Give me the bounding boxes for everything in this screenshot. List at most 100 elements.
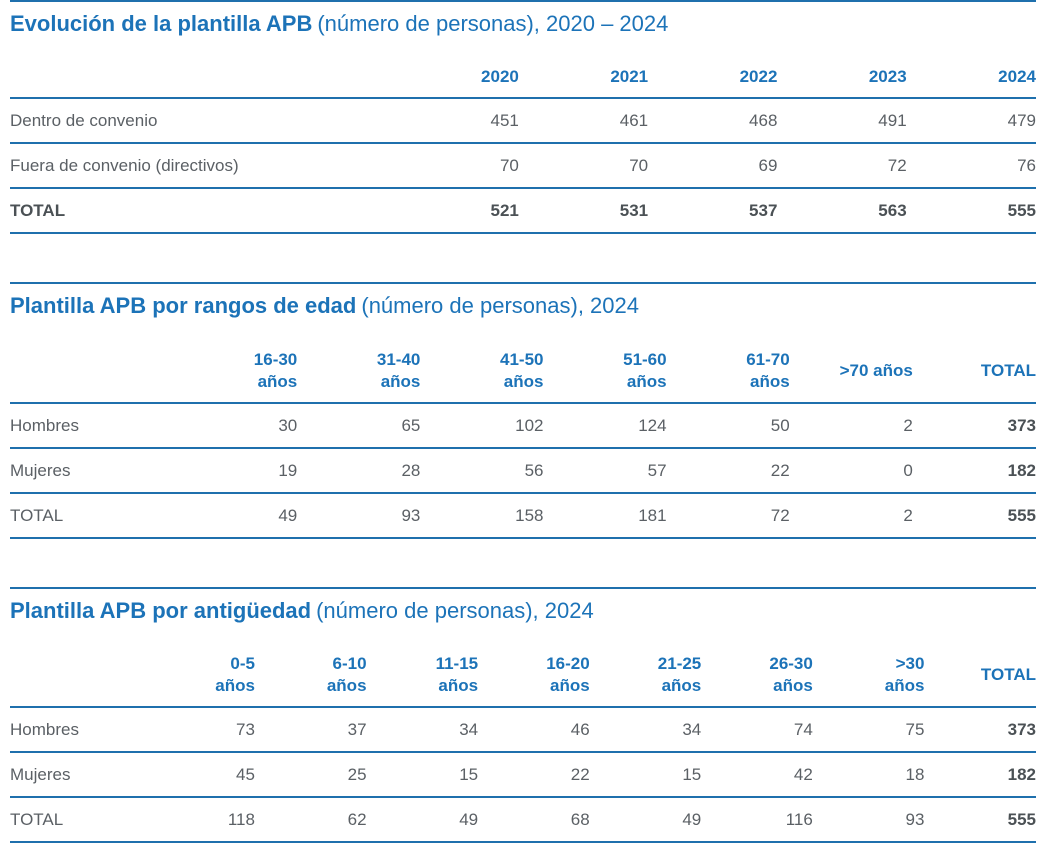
row-label: Fuera de convenio (directivos) xyxy=(10,143,390,190)
value-cell: 93 xyxy=(297,492,421,539)
value-cell: 70 xyxy=(518,143,649,190)
value-cell: 30 xyxy=(174,402,298,449)
row-label: TOTAL xyxy=(10,188,390,235)
table-header-row: 2020 2021 2022 2023 2024 xyxy=(10,66,1036,100)
value-cell: 34 xyxy=(589,707,702,754)
value-cell: 555 xyxy=(912,492,1036,539)
section-title-bold: Plantilla APB por antigüedad xyxy=(10,597,312,623)
column-header: 2024 xyxy=(906,66,1036,100)
column-header: 2023 xyxy=(777,66,907,100)
value-cell: 555 xyxy=(906,188,1036,235)
value-cell: 2 xyxy=(789,402,913,449)
table-header-row: 16-30 años 31-40 años 41-50 años 51-60 años… xyxy=(10,348,1036,404)
data-table: 2020 2021 2022 2023 2024 Dentro de convenio 45… xyxy=(10,66,1036,235)
row-label: TOTAL xyxy=(10,492,175,539)
value-cell: 75 xyxy=(812,707,925,754)
value-cell: 25 xyxy=(254,752,367,799)
table-row: Hombres 30 65 102 124 50 2 373 xyxy=(10,402,1036,449)
value-cell: 70 xyxy=(389,143,519,190)
value-cell: 468 xyxy=(648,98,778,145)
section-divider-rule xyxy=(10,586,1036,589)
data-table: 0-5 años 6-10 años 11-15 años 16-20 años 21-… xyxy=(10,653,1036,844)
value-cell: 531 xyxy=(518,188,649,235)
section-divider-rule xyxy=(10,282,1036,285)
value-cell: 521 xyxy=(389,188,519,235)
value-cell: 118 xyxy=(143,797,255,844)
value-cell: 72 xyxy=(777,143,907,190)
value-cell: 28 xyxy=(297,447,421,494)
value-cell: 555 xyxy=(924,797,1036,844)
value-cell: 0 xyxy=(789,447,913,494)
column-header: 31-40 años xyxy=(297,348,421,404)
section-plantilla-antiguedad: Plantilla APB por antigüedad (número de p… xyxy=(10,586,1036,844)
section-plantilla-rangos-edad: Plantilla APB por rangos de edad (número … xyxy=(10,282,1036,539)
header-label-spacer xyxy=(10,653,144,709)
section-evolucion-plantilla: Evolución de la plantilla APB (número de … xyxy=(10,0,1036,235)
value-cell: 65 xyxy=(297,402,421,449)
value-cell: 451 xyxy=(389,98,519,145)
value-cell: 15 xyxy=(589,752,702,799)
value-cell: 491 xyxy=(777,98,907,145)
table-row: Hombres 73 37 34 46 34 74 75 373 xyxy=(10,707,1036,754)
column-header: >30 años xyxy=(812,653,925,709)
column-header: 51-60 años xyxy=(543,348,667,404)
value-cell: 45 xyxy=(143,752,255,799)
value-cell: 49 xyxy=(366,797,479,844)
value-cell: 49 xyxy=(174,492,298,539)
value-cell: 68 xyxy=(478,797,590,844)
table-row: TOTAL 118 62 49 68 49 116 93 555 xyxy=(10,797,1036,844)
column-header: 2020 xyxy=(389,66,519,100)
section-title: Plantilla APB por antigüedad (número de p… xyxy=(10,598,1036,623)
value-cell: 2 xyxy=(789,492,913,539)
column-header: TOTAL xyxy=(912,348,1036,404)
value-cell: 50 xyxy=(666,402,790,449)
row-label: Dentro de convenio xyxy=(10,98,390,145)
column-header: 16-30 años xyxy=(174,348,298,404)
table-row: Mujeres 19 28 56 57 22 0 182 xyxy=(10,447,1036,494)
header-label-spacer xyxy=(10,348,175,404)
value-cell: 62 xyxy=(254,797,367,844)
value-cell: 76 xyxy=(906,143,1036,190)
value-cell: 373 xyxy=(924,707,1036,754)
value-cell: 124 xyxy=(543,402,667,449)
value-cell: 102 xyxy=(420,402,544,449)
table-row: Mujeres 45 25 15 22 15 42 18 182 xyxy=(10,752,1036,799)
value-cell: 49 xyxy=(589,797,702,844)
value-cell: 73 xyxy=(143,707,255,754)
section-title-subtitle: (número de personas), 2020 – 2024 xyxy=(317,11,669,36)
header-label-spacer xyxy=(10,66,390,100)
value-cell: 37 xyxy=(254,707,367,754)
value-cell: 42 xyxy=(701,752,813,799)
value-cell: 22 xyxy=(666,447,790,494)
column-header: 2022 xyxy=(648,66,778,100)
table-row: TOTAL 49 93 158 181 72 2 555 xyxy=(10,492,1036,539)
section-divider-rule xyxy=(10,0,1036,2)
value-cell: 22 xyxy=(478,752,590,799)
value-cell: 461 xyxy=(518,98,649,145)
table-row: Dentro de convenio 451 461 468 491 479 xyxy=(10,98,1036,145)
value-cell: 563 xyxy=(777,188,907,235)
value-cell: 93 xyxy=(812,797,925,844)
column-header: 11-15 años xyxy=(366,653,479,709)
data-table: 16-30 años 31-40 años 41-50 años 51-60 años… xyxy=(10,348,1036,539)
value-cell: 479 xyxy=(906,98,1036,145)
value-cell: 15 xyxy=(366,752,479,799)
section-title-subtitle: (número de personas), 2024 xyxy=(316,597,594,623)
row-label: Mujeres xyxy=(10,752,144,799)
value-cell: 72 xyxy=(666,492,790,539)
row-label: Mujeres xyxy=(10,447,175,494)
column-header: 16-20 años xyxy=(478,653,590,709)
value-cell: 373 xyxy=(912,402,1036,449)
value-cell: 537 xyxy=(648,188,778,235)
sections-container: Evolución de la plantilla APB (número de … xyxy=(10,0,1036,844)
value-cell: 74 xyxy=(701,707,813,754)
section-title-bold: Plantilla APB por rangos de edad xyxy=(10,293,357,319)
row-label: TOTAL xyxy=(10,797,144,844)
value-cell: 19 xyxy=(174,447,298,494)
value-cell: 56 xyxy=(420,447,544,494)
table-row: Fuera de convenio (directivos) 70 70 69 72 76 xyxy=(10,143,1036,190)
section-title-subtitle: (número de personas), 2024 xyxy=(361,293,639,319)
column-header: >70 años xyxy=(789,348,913,404)
column-header: 61-70 años xyxy=(666,348,790,404)
value-cell: 34 xyxy=(366,707,479,754)
